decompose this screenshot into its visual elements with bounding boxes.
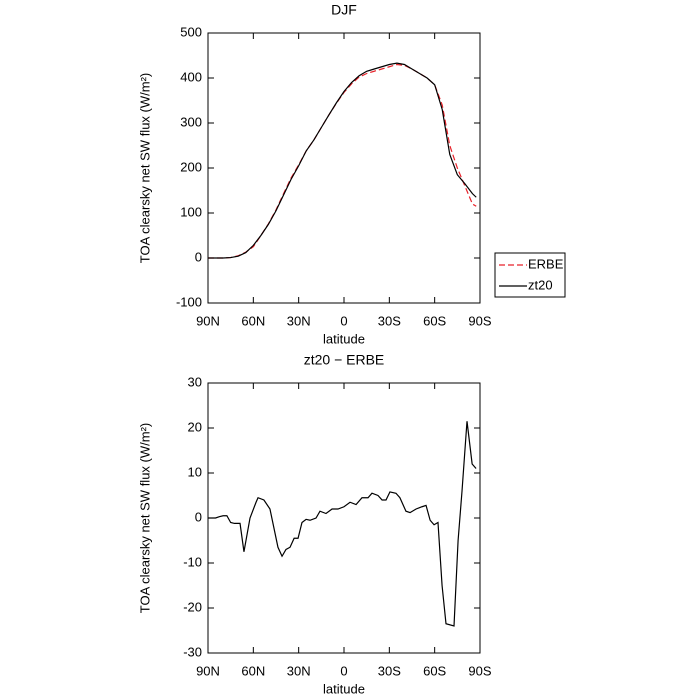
plot-frame bbox=[207, 382, 481, 654]
chart-title: DJF bbox=[331, 2, 357, 18]
y-tick-label: 20 bbox=[188, 419, 202, 434]
y-axis-label: TOA clearsky net SW flux (W/m²) bbox=[137, 423, 152, 613]
x-tick-label: 30S bbox=[378, 663, 401, 678]
y-tick-label: -30 bbox=[183, 644, 202, 659]
x-tick-label: 30N bbox=[287, 663, 311, 678]
y-tick-label: 200 bbox=[180, 159, 202, 174]
y-tick-label: -100 bbox=[176, 294, 202, 309]
x-tick-label: 60S bbox=[423, 313, 446, 328]
x-tick-label: 90N bbox=[196, 313, 220, 328]
y-tick-label: 500 bbox=[180, 24, 202, 39]
y-tick-label: 10 bbox=[188, 464, 202, 479]
x-tick-label: 90N bbox=[196, 663, 220, 678]
series-line bbox=[208, 421, 477, 627]
y-tick-label: 0 bbox=[195, 249, 202, 264]
x-tick-label: 90S bbox=[468, 663, 491, 678]
x-axis-label: latitude bbox=[323, 331, 365, 346]
x-tick-label: 0 bbox=[340, 663, 347, 678]
panel: zt20 − ERBE latitude TOA clearsky net SW f… bbox=[137, 352, 491, 697]
y-tick-label: 100 bbox=[180, 204, 202, 219]
legend-label: ERBE bbox=[528, 256, 564, 271]
series-line bbox=[208, 62, 477, 259]
y-tick-label: 0 bbox=[195, 509, 202, 524]
x-tick-label: 0 bbox=[340, 313, 347, 328]
legend-box bbox=[494, 252, 566, 298]
plot-frame bbox=[207, 32, 481, 304]
x-tick-label: 60N bbox=[241, 313, 265, 328]
y-axis-label: TOA clearsky net SW flux (W/m²) bbox=[137, 73, 152, 263]
x-tick-label: 30N bbox=[287, 313, 311, 328]
y-tick-label: 300 bbox=[180, 114, 202, 129]
y-tick-label: -10 bbox=[183, 554, 202, 569]
x-axis-label: latitude bbox=[323, 681, 365, 696]
y-tick-label: 400 bbox=[180, 69, 202, 84]
x-tick-label: 60S bbox=[423, 663, 446, 678]
y-tick-label: 30 bbox=[188, 374, 202, 389]
y-tick-label: -20 bbox=[183, 599, 202, 614]
x-tick-label: 60N bbox=[241, 663, 265, 678]
chart-title: zt20 − ERBE bbox=[304, 352, 385, 368]
panel: DJF latitude TOA clearsky net SW flux (W/m… bbox=[137, 2, 566, 346]
x-tick-label: 30S bbox=[378, 313, 401, 328]
x-tick-label: 90S bbox=[468, 313, 491, 328]
legend-label: zt20 bbox=[528, 277, 553, 292]
